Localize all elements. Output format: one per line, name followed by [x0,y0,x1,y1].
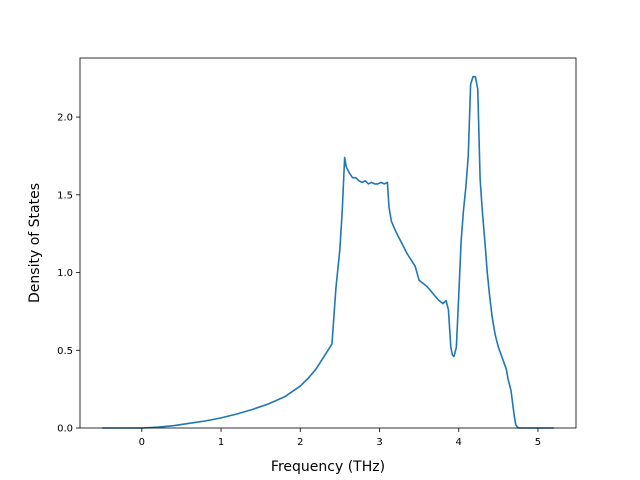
ticks-layer: 0 1 2 3 4 5 0.0 0.5 1.0 1.5 2.0 [57,113,541,448]
series-layer [102,75,554,429]
x-tick-label: 5 [535,437,541,448]
x-tick-label: 0 [139,437,145,448]
series-line-0 [102,75,554,429]
plot-area [80,58,576,428]
y-axis-label: Density of States [27,183,43,303]
x-tick-label: 1 [218,437,224,448]
x-tick-label: 4 [456,437,462,448]
x-tick-label: 3 [376,437,382,448]
y-tick-label: 1.0 [57,268,73,279]
y-tick-label: 1.5 [57,190,73,201]
x-tick-label: 2 [297,437,303,448]
x-axis-label: Frequency (THz) [271,459,385,475]
y-tick-label: 2.0 [57,113,73,124]
plot-frame [79,57,577,429]
y-tick-label: 0.5 [57,346,73,357]
y-tick-label: 0.0 [57,424,73,435]
